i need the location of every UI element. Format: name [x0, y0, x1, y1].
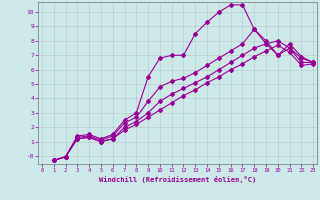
X-axis label: Windchill (Refroidissement éolien,°C): Windchill (Refroidissement éolien,°C) [99, 176, 256, 183]
